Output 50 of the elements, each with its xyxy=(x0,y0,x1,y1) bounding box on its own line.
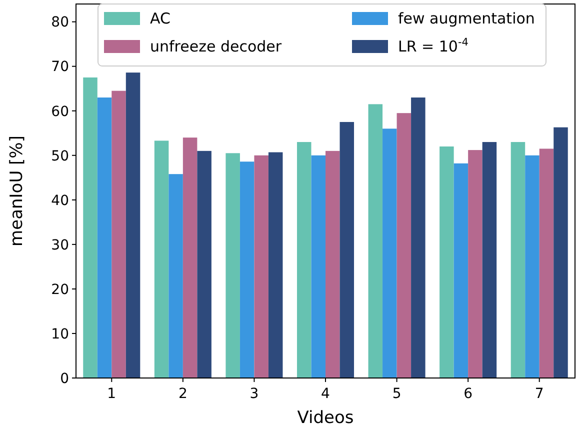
x-tick-label: 6 xyxy=(464,386,473,402)
y-tick-label: 10 xyxy=(51,326,69,342)
bar xyxy=(554,127,568,378)
bar xyxy=(468,150,482,378)
bar xyxy=(126,72,140,378)
bar xyxy=(296,142,312,378)
bar xyxy=(368,104,383,378)
y-tick-label: 0 xyxy=(60,370,69,387)
bar xyxy=(454,163,468,378)
x-tick-label: 7 xyxy=(534,386,544,402)
bar xyxy=(440,146,454,378)
legend-label: LR = 10$^{-4}$ xyxy=(398,36,469,56)
x-tick-label: 1 xyxy=(107,386,116,402)
x-tick-label: 3 xyxy=(250,386,259,402)
bar xyxy=(154,140,169,378)
bar xyxy=(197,150,212,378)
y-tick-label: 20 xyxy=(51,282,69,298)
y-tick-label: 80 xyxy=(51,14,69,31)
bar xyxy=(168,174,183,378)
bar xyxy=(482,142,497,378)
bar xyxy=(97,98,112,378)
x-tick-label: 5 xyxy=(392,386,402,402)
bar xyxy=(254,155,268,378)
x-axis-title: Videos xyxy=(297,408,354,428)
bar xyxy=(539,148,554,378)
x-tick-label: 2 xyxy=(178,386,188,402)
y-tick-label: 60 xyxy=(51,104,69,120)
legend-label: few augmentation xyxy=(398,9,535,28)
y-tick-label: 70 xyxy=(51,59,69,76)
y-tick-label: 30 xyxy=(51,237,69,254)
bar xyxy=(226,153,240,378)
bar xyxy=(510,142,526,378)
x-tick-label: 4 xyxy=(321,386,330,402)
bar xyxy=(83,77,98,378)
bar xyxy=(311,155,326,378)
y-tick-label: 50 xyxy=(51,148,69,164)
bar xyxy=(382,128,397,378)
bar xyxy=(240,162,254,378)
bar xyxy=(340,122,354,378)
y-tick-label: 40 xyxy=(51,192,69,209)
legend-label: unfreeze decoder xyxy=(150,37,282,56)
bar xyxy=(268,152,283,378)
bar xyxy=(411,98,426,378)
legend-label: AC xyxy=(150,9,170,28)
bar xyxy=(525,155,540,378)
bar xyxy=(396,113,412,378)
y-axis-title: meanIoU [%] xyxy=(7,136,27,246)
bar xyxy=(112,90,126,378)
bar xyxy=(326,150,340,378)
bar xyxy=(182,138,198,378)
